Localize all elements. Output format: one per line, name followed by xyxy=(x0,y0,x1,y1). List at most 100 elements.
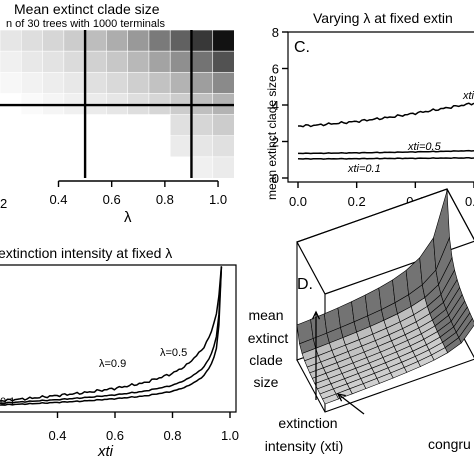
panel-c-y-tick-label: 0 xyxy=(272,171,279,186)
heatmap-cell xyxy=(0,50,22,73)
surface-mesh-facet xyxy=(458,318,474,344)
panel-b-x-tick-label: 0.8 xyxy=(163,428,181,443)
panel-c-series-label-xti-0-5: xti=0.5 xyxy=(407,141,442,153)
panel-b-plot-frame xyxy=(0,264,237,413)
panel-a-tick-label: 0.8 xyxy=(156,192,174,207)
panel-c-series-label-xti: xti xyxy=(462,90,474,102)
heatmap-cell xyxy=(42,135,65,158)
surface-mesh xyxy=(296,190,474,415)
panel-c-line-chart: Varying λ at fixed extin mean extinct cl… xyxy=(265,10,474,226)
heatmap-cell xyxy=(20,71,44,95)
panel-d-ylabel: congru xyxy=(428,436,471,452)
panel-a-xlabel: λ xyxy=(124,209,132,226)
heatmap-cell xyxy=(84,71,107,95)
panel-b-series-label-0-5: λ=0.5 xyxy=(160,347,187,359)
heatmap-cell xyxy=(20,135,44,158)
heatmap-cell xyxy=(63,114,86,137)
heatmap-cell xyxy=(212,135,235,158)
heatmap-cell xyxy=(63,156,86,179)
panel-c-y-tick-label: 2 xyxy=(272,135,279,150)
panel-d-xlabel-line2: intensity (xti) xyxy=(265,438,344,454)
heatmap-cell xyxy=(127,114,150,137)
panel-b-series-line xyxy=(0,266,223,403)
heatmap-cell xyxy=(84,135,107,158)
panel-c-title: Varying λ at fixed extin xyxy=(313,10,453,26)
heatmap-cell xyxy=(212,156,235,179)
panel-d-label: D. xyxy=(297,276,313,293)
panel-c-y-tick-label: 8 xyxy=(272,25,279,40)
heatmap-cell xyxy=(42,156,65,179)
panel-c-series-line xyxy=(298,102,474,128)
heatmap-cell xyxy=(20,156,44,179)
heatmap-reference-lines xyxy=(0,30,234,178)
heatmap-cell xyxy=(127,156,150,179)
heatmap-cell xyxy=(42,50,65,73)
panel-b-series-label-0-1: 0.1 xyxy=(0,396,15,408)
panel-a-subtitle: n of 30 trees with 1000 terminals xyxy=(6,18,165,30)
heatmap-cell xyxy=(63,71,86,95)
heatmap-cell xyxy=(212,50,235,73)
heatmap-cell xyxy=(148,71,171,95)
panel-b-series-line xyxy=(0,266,223,405)
heatmap-cell xyxy=(127,71,150,95)
heatmap-cell xyxy=(191,50,214,73)
heatmap-cell xyxy=(0,114,22,137)
z-axis-arrow-head xyxy=(311,310,321,320)
heatmap-cell xyxy=(212,114,235,137)
heatmap-cell xyxy=(63,50,86,73)
panel-d-zlabel-line3: clade xyxy=(249,352,283,368)
heatmap-cell xyxy=(106,50,129,73)
panel-c-x-tick-label: 0.6 xyxy=(465,194,474,209)
heatmap-cell xyxy=(0,156,22,179)
heatmap-cell xyxy=(169,114,193,137)
panel-b-x-tick-label: 0.4 xyxy=(48,428,66,443)
heatmap-cell xyxy=(148,50,171,73)
heatmap-cell xyxy=(148,114,171,137)
heatmap-cell xyxy=(212,29,235,52)
heatmap-cell xyxy=(148,156,171,179)
panel-b-x-tick-label: 1.0 xyxy=(221,428,239,443)
panel-c-x-tick-label: 0.0 xyxy=(289,194,307,209)
heatmap-cell xyxy=(148,135,171,158)
heatmap-cell xyxy=(42,114,65,137)
panel-d-xlabel-line1: extinction xyxy=(278,415,337,431)
panel-b-frame: 0.4 0.6 0.8 1.0 xyxy=(0,264,239,443)
heatmap-cell xyxy=(191,114,214,137)
heatmap-cell xyxy=(148,29,171,52)
panel-a-left-tick-fragment: 2 xyxy=(0,196,7,211)
heatmap-cell xyxy=(84,50,107,73)
heatmap-cell xyxy=(169,29,193,52)
panel-c-y-tick-label: 4 xyxy=(272,98,279,113)
heatmap-cell xyxy=(212,71,235,95)
heatmap-cell xyxy=(20,50,44,73)
heatmap-cell xyxy=(106,135,129,158)
panel-d-zlabel-line1: mean xyxy=(248,307,283,323)
panel-b-title: extinction intensity at fixed λ xyxy=(0,245,172,261)
heatmap-cell xyxy=(106,71,129,95)
panel-a-tick-label: 0.4 xyxy=(49,192,67,207)
x-axis-arrow xyxy=(337,393,365,415)
heatmap-cell xyxy=(106,156,129,179)
heatmap-cell xyxy=(20,114,44,137)
panel-b-x-tick-label: 0.6 xyxy=(106,428,124,443)
heatmap-cell xyxy=(191,156,214,179)
heatmap-cell xyxy=(169,71,193,95)
heatmap-cell xyxy=(84,29,107,52)
x-axis-arrow-head xyxy=(336,393,346,402)
panel-c-series-line xyxy=(297,157,474,160)
panel-d-zlabel-line4: size xyxy=(254,374,279,390)
heatmap-cell xyxy=(0,71,22,95)
heatmap-cell xyxy=(191,135,214,158)
heatmap-cell xyxy=(127,135,150,158)
panel-a-heatmap: Mean extinct clade size n of 30 trees wi… xyxy=(0,1,235,226)
heatmap-cell xyxy=(169,135,193,158)
panel-a-tick-label: 1.0 xyxy=(209,192,227,207)
heatmap-cell xyxy=(63,29,86,52)
panel-c-series xyxy=(297,102,474,160)
heatmap-cell xyxy=(106,29,129,52)
heatmap-cell xyxy=(127,50,150,73)
panel-b-series-line xyxy=(0,266,223,406)
panel-c-ylabel: mean extinct clade size xyxy=(265,75,279,200)
